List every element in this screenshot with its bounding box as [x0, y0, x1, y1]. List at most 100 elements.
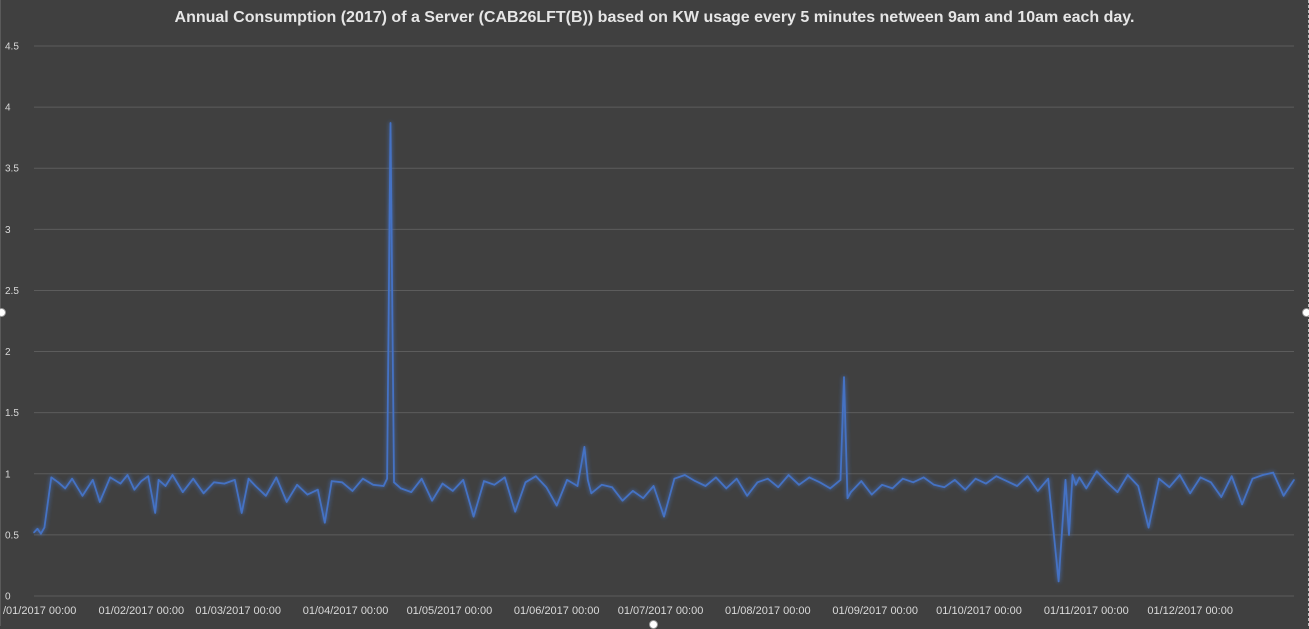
data-point [829, 487, 831, 490]
data-point [974, 477, 977, 480]
data-point [590, 492, 593, 495]
data-point [57, 481, 60, 484]
data-point [317, 488, 319, 491]
data-point [943, 486, 946, 489]
x-tick-label: 01/04/2017 00:00 [303, 605, 389, 617]
x-tick-label: 01/08/2017 00:00 [725, 605, 811, 617]
data-point [985, 482, 987, 485]
data-point [922, 476, 925, 479]
data-point [1047, 477, 1050, 480]
data-point [1282, 494, 1285, 497]
x-tick-label: 01/06/2017 00:00 [514, 605, 600, 617]
data-point [891, 487, 894, 490]
data-point [1016, 485, 1018, 487]
y-tick-label: 1.5 [5, 408, 19, 419]
data-point [483, 480, 485, 482]
y-tick-label: 2 [5, 347, 11, 358]
data-point [1116, 491, 1119, 493]
x-tick-label: 01/12/2017 00:00 [1147, 605, 1233, 617]
data-point [154, 512, 156, 514]
data-point [341, 481, 343, 484]
data-point [1095, 470, 1098, 473]
data-point [503, 476, 506, 479]
x-tick-label: 01/02/2017 00:00 [98, 605, 184, 617]
data-point [995, 475, 998, 478]
data-point [164, 485, 167, 487]
data-point [964, 488, 966, 491]
data-point [40, 532, 42, 535]
data-point [953, 479, 956, 481]
data-point [351, 490, 354, 492]
data-point [704, 485, 707, 487]
data-point [147, 475, 150, 478]
data-point [265, 494, 267, 497]
x-tick-label: 01/10/2017 00:00 [936, 605, 1022, 617]
data-point [642, 497, 645, 500]
x-tick-label: 01/05/2017 00:00 [407, 605, 493, 617]
data-point [1071, 474, 1074, 476]
data-point [50, 476, 53, 479]
y-tick-label: 0.5 [5, 530, 19, 541]
data-point [306, 493, 309, 496]
data-point [756, 481, 759, 484]
data-point [600, 483, 603, 486]
data-point [1158, 477, 1160, 480]
data-point [1210, 481, 1212, 484]
y-tick-label: 4.5 [5, 42, 19, 53]
data-point [386, 477, 388, 480]
data-point [870, 493, 873, 496]
data-point [400, 487, 402, 490]
data-point [462, 479, 465, 481]
data-point [1178, 474, 1181, 476]
data-point [240, 512, 243, 514]
data-point [493, 483, 496, 486]
data-point [285, 501, 288, 503]
y-tick-label: 1 [5, 469, 11, 480]
data-point [555, 504, 558, 507]
data-point [126, 474, 129, 476]
x-tick-label: /01/2017 00:00 [3, 605, 76, 617]
data-point [192, 477, 195, 480]
data-point [881, 483, 883, 486]
data-point [431, 499, 433, 502]
data-point [583, 446, 586, 448]
data-point [694, 480, 696, 482]
data-point [652, 485, 655, 487]
chart-title: Annual Consumption (2017) of a Server (C… [174, 9, 1135, 26]
data-point [1037, 490, 1039, 492]
x-tick-label: 01/09/2017 00:00 [832, 605, 918, 617]
x-tick-label: 01/03/2017 00:00 [195, 605, 281, 617]
data-point [1262, 474, 1264, 476]
data-point [171, 474, 174, 476]
data-point [1168, 486, 1171, 489]
data-point [787, 474, 790, 476]
data-point [933, 483, 935, 486]
data-point [1127, 474, 1129, 476]
data-point [1251, 477, 1254, 480]
left-resize-handle[interactable] [0, 308, 6, 317]
bottom-resize-handle[interactable] [649, 620, 658, 629]
data-point [64, 487, 66, 490]
data-point [1189, 492, 1191, 495]
data-point [746, 494, 748, 497]
data-point [140, 480, 143, 482]
data-point [372, 483, 375, 486]
data-point [1137, 485, 1140, 487]
data-point [420, 477, 423, 480]
data-point [767, 477, 769, 480]
data-point [632, 490, 634, 492]
right-resize-handle[interactable] [1302, 308, 1309, 317]
data-point [382, 485, 385, 487]
data-point [213, 481, 215, 484]
data-point [514, 510, 516, 513]
data-point [119, 482, 122, 485]
data-point [545, 486, 548, 489]
data-point [275, 476, 278, 479]
data-point [323, 521, 326, 524]
data-point [43, 526, 46, 529]
data-point [818, 481, 821, 484]
data-point [843, 376, 845, 379]
data-point [1272, 471, 1275, 474]
